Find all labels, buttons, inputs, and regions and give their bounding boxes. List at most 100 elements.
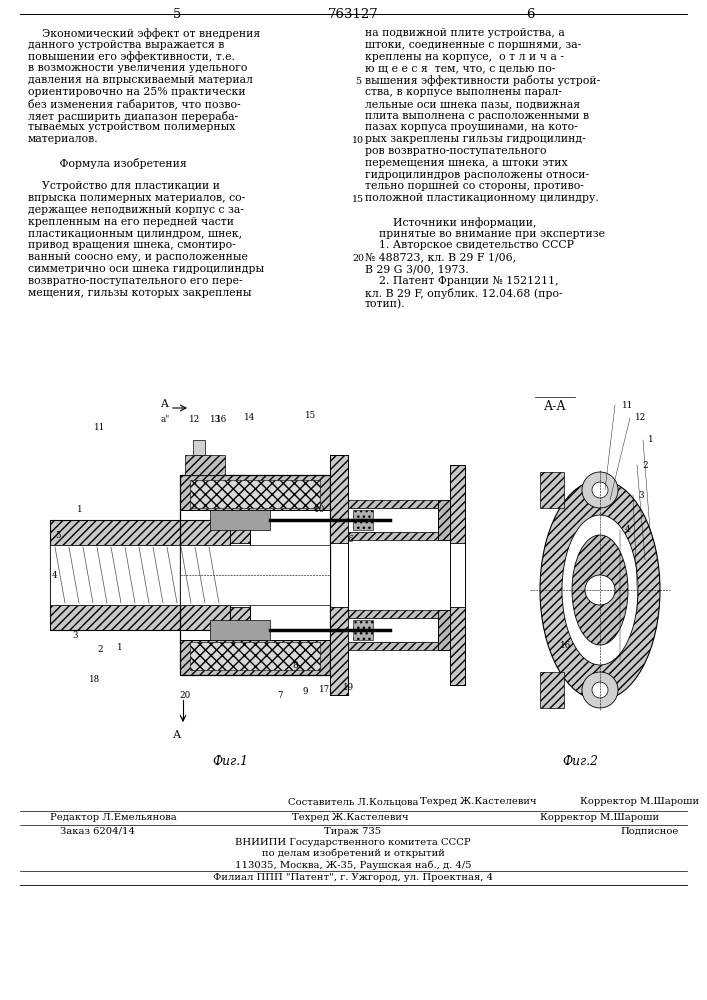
Text: ства, в корпусе выполнены парал-: ства, в корпусе выполнены парал- <box>365 87 562 97</box>
Text: Редактор Л.Емельянова: Редактор Л.Емельянова <box>50 813 177 822</box>
Bar <box>193 440 205 455</box>
Text: Корректор М.Шароши: Корректор М.Шароши <box>580 797 699 806</box>
Text: Техред Ж.Кастелевич: Техред Ж.Кастелевич <box>292 813 409 822</box>
Text: 2: 2 <box>642 460 648 470</box>
Bar <box>353 620 373 640</box>
Text: 763127: 763127 <box>327 8 378 21</box>
Text: 5: 5 <box>173 8 181 21</box>
Circle shape <box>592 482 608 498</box>
Text: Филиал ППП "Патент", г. Ужгород, ул. Проектная, 4: Филиал ППП "Патент", г. Ужгород, ул. Про… <box>213 873 493 882</box>
Text: 12: 12 <box>635 414 646 422</box>
Text: 11: 11 <box>622 400 633 410</box>
Text: штоки, соединенные с поршнями, за-: штоки, соединенные с поршнями, за- <box>365 40 581 50</box>
Text: 1: 1 <box>77 506 83 514</box>
Text: 15: 15 <box>305 410 315 420</box>
Text: Фиг.1: Фиг.1 <box>212 755 248 768</box>
Text: возвратно-поступательного его пере-: возвратно-поступательного его пере- <box>28 276 243 286</box>
Bar <box>438 610 450 650</box>
Bar <box>50 545 230 605</box>
Bar <box>230 510 250 640</box>
Text: материалов.: материалов. <box>28 134 98 144</box>
Text: 18: 18 <box>89 676 100 684</box>
Text: 14: 14 <box>245 414 256 422</box>
Bar <box>450 465 465 685</box>
Text: вышения эффективности работы устрой-: вышения эффективности работы устрой- <box>365 75 600 86</box>
Text: 4: 4 <box>625 526 631 534</box>
Text: 9: 9 <box>303 688 308 696</box>
Text: В 29 G 3/00, 1973.: В 29 G 3/00, 1973. <box>365 264 469 274</box>
Text: 1. Авторское свидетельство СССР: 1. Авторское свидетельство СССР <box>365 240 574 250</box>
Text: Тираж 735: Тираж 735 <box>325 827 382 836</box>
Ellipse shape <box>540 480 660 700</box>
Text: 20: 20 <box>180 690 191 700</box>
Bar <box>438 500 450 540</box>
Text: в возможности увеличения удельного: в возможности увеличения удельного <box>28 63 247 73</box>
Text: 10: 10 <box>315 506 326 514</box>
Bar <box>540 672 564 708</box>
Text: рых закреплены гильзы гидроцилинд-: рых закреплены гильзы гидроцилинд- <box>365 134 586 144</box>
Text: Формула изобретения: Формула изобретения <box>28 158 187 169</box>
Text: лельные оси шнека пазы, подвижная: лельные оси шнека пазы, подвижная <box>365 99 580 109</box>
Text: 20: 20 <box>352 254 364 263</box>
Bar <box>348 532 438 540</box>
Text: 12: 12 <box>189 416 201 424</box>
Text: на подвижной плите устройства, а: на подвижной плите устройства, а <box>365 28 565 38</box>
Text: кл. В 29 F, опублик. 12.04.68 (про-: кл. В 29 F, опублик. 12.04.68 (про- <box>365 288 563 299</box>
Text: Фиг.2: Фиг.2 <box>562 755 598 768</box>
Text: без изменения габаритов, что позво-: без изменения габаритов, что позво- <box>28 99 240 110</box>
Text: ляет расширить диапазон перераба-: ляет расширить диапазон перераба- <box>28 111 238 122</box>
Bar <box>50 605 230 630</box>
Text: А-А: А-А <box>544 400 566 413</box>
Text: 6: 6 <box>526 8 534 21</box>
Text: Корректор М.Шароши: Корректор М.Шароши <box>540 813 660 822</box>
Text: 16: 16 <box>560 641 571 650</box>
Text: 7: 7 <box>277 690 283 700</box>
Ellipse shape <box>572 535 628 645</box>
Text: 5: 5 <box>55 530 61 540</box>
Text: крепленным на его передней части: крепленным на его передней части <box>28 217 234 227</box>
Text: Техред Ж.Кастелевич: Техред Ж.Кастелевич <box>420 797 537 806</box>
Text: 2: 2 <box>97 646 103 654</box>
Text: Заказ 6204/14: Заказ 6204/14 <box>60 827 135 836</box>
Text: 17: 17 <box>320 686 331 694</box>
Bar <box>210 620 270 640</box>
Bar <box>330 455 348 543</box>
Text: Источники информации,: Источники информации, <box>365 217 537 228</box>
Text: пластикационным цилиндром, шнек,: пластикационным цилиндром, шнек, <box>28 229 242 239</box>
Text: 5: 5 <box>355 77 361 86</box>
Text: 1: 1 <box>117 643 123 652</box>
Text: тельно поршней со стороны, противо-: тельно поршней со стороны, противо- <box>365 181 584 191</box>
Text: Устройство для пластикации и: Устройство для пластикации и <box>28 181 220 191</box>
Text: Экономический эффект от внедрения: Экономический эффект от внедрения <box>28 28 260 39</box>
Bar <box>348 618 438 642</box>
Text: 19: 19 <box>342 684 354 692</box>
Text: принятые во внимание при экспертизе: принятые во внимание при экспертизе <box>365 229 605 239</box>
Bar <box>50 520 230 545</box>
Text: 6: 6 <box>347 536 353 544</box>
Text: A: A <box>160 399 168 409</box>
Text: № 488723, кл. В 29 F 1/06,: № 488723, кл. В 29 F 1/06, <box>365 252 516 262</box>
Bar <box>438 610 450 650</box>
Text: 8: 8 <box>292 660 298 670</box>
Text: пазах корпуса проушинами, на кото-: пазах корпуса проушинами, на кото- <box>365 122 578 132</box>
Bar <box>180 545 330 605</box>
Text: Составитель Л.Кольцова: Составитель Л.Кольцова <box>288 797 419 806</box>
Bar <box>540 472 564 508</box>
Text: 16: 16 <box>216 416 228 424</box>
Text: ванный соосно ему, и расположенные: ванный соосно ему, и расположенные <box>28 252 248 262</box>
Bar <box>330 455 348 695</box>
Text: данного устройства выражается в: данного устройства выражается в <box>28 40 224 50</box>
Text: тываемых устройством полимерных: тываемых устройством полимерных <box>28 122 235 132</box>
Bar <box>180 640 330 675</box>
Text: ров возвратно-поступательного: ров возвратно-поступательного <box>365 146 547 156</box>
Bar <box>330 607 348 695</box>
Text: ю щ е е с я  тем, что, с целью по-: ю щ е е с я тем, что, с целью по- <box>365 63 556 73</box>
Bar <box>438 500 450 540</box>
Text: мещения, гильзы которых закреплены: мещения, гильзы которых закреплены <box>28 288 252 298</box>
Text: 113035, Москва, Ж-35, Раушская наб., д. 4/5: 113035, Москва, Ж-35, Раушская наб., д. … <box>235 860 472 869</box>
Circle shape <box>592 682 608 698</box>
Text: А: А <box>173 730 181 740</box>
Text: держащее неподвижный корпус с за-: держащее неподвижный корпус с за- <box>28 205 244 215</box>
Text: по делам изобретений и открытий: по делам изобретений и открытий <box>262 849 445 858</box>
Ellipse shape <box>585 575 615 605</box>
